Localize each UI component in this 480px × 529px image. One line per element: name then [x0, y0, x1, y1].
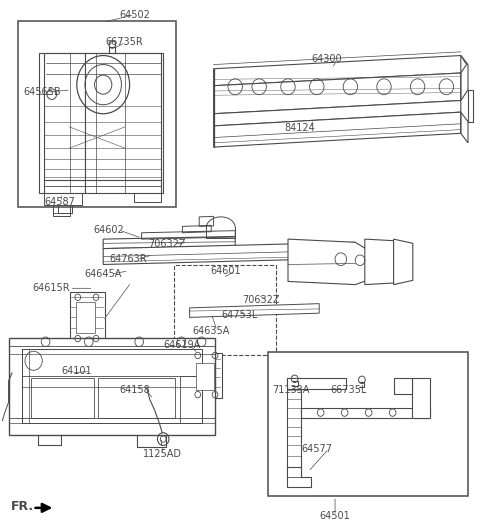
Polygon shape — [190, 353, 222, 398]
Polygon shape — [103, 242, 355, 264]
Bar — [174, 264, 276, 355]
Polygon shape — [287, 378, 301, 477]
Text: 66735R: 66735R — [105, 38, 143, 47]
Bar — [268, 352, 468, 496]
Polygon shape — [214, 101, 461, 126]
Text: 64753L: 64753L — [222, 310, 258, 320]
Polygon shape — [287, 378, 346, 389]
Text: 1125AD: 1125AD — [143, 449, 182, 459]
Text: 70632Z: 70632Z — [148, 240, 185, 249]
Text: 64502: 64502 — [119, 10, 150, 20]
Text: 64645A: 64645A — [84, 269, 121, 279]
Polygon shape — [394, 239, 413, 285]
Polygon shape — [301, 408, 430, 418]
Bar — [196, 363, 214, 390]
Text: 64763R: 64763R — [109, 254, 147, 264]
Text: 64101: 64101 — [61, 367, 92, 376]
Polygon shape — [103, 236, 235, 249]
Polygon shape — [214, 56, 467, 86]
Polygon shape — [214, 112, 461, 147]
Text: 64635A: 64635A — [192, 326, 229, 335]
Polygon shape — [287, 467, 311, 487]
Text: 70632Z: 70632Z — [242, 296, 280, 305]
Text: 64587: 64587 — [44, 197, 75, 207]
Text: 64615R: 64615R — [33, 284, 70, 293]
Text: 64501: 64501 — [320, 511, 350, 521]
Text: 64565B: 64565B — [23, 87, 60, 97]
Polygon shape — [394, 378, 412, 394]
Bar — [18, 21, 176, 207]
Polygon shape — [39, 53, 85, 193]
Polygon shape — [70, 292, 105, 345]
Text: 64577: 64577 — [301, 444, 333, 453]
Text: 66735L: 66735L — [330, 386, 367, 395]
Text: 71133A: 71133A — [273, 386, 310, 395]
Text: 64601: 64601 — [210, 266, 241, 276]
Text: 64158: 64158 — [119, 386, 150, 395]
Polygon shape — [365, 239, 394, 285]
Text: 64300: 64300 — [311, 54, 342, 64]
Text: 64619A: 64619A — [163, 340, 201, 350]
Polygon shape — [412, 378, 430, 418]
Text: FR.: FR. — [11, 500, 34, 513]
Bar — [76, 302, 95, 333]
Polygon shape — [288, 239, 379, 285]
Polygon shape — [85, 53, 163, 193]
Text: 84124: 84124 — [284, 123, 315, 133]
Polygon shape — [190, 304, 319, 317]
Polygon shape — [214, 73, 461, 114]
Text: 64602: 64602 — [93, 225, 124, 235]
Polygon shape — [9, 338, 215, 435]
